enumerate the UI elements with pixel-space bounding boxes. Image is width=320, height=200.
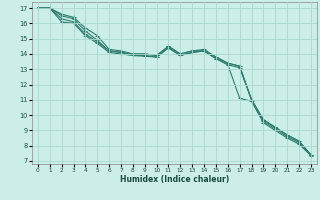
X-axis label: Humidex (Indice chaleur): Humidex (Indice chaleur)	[120, 175, 229, 184]
